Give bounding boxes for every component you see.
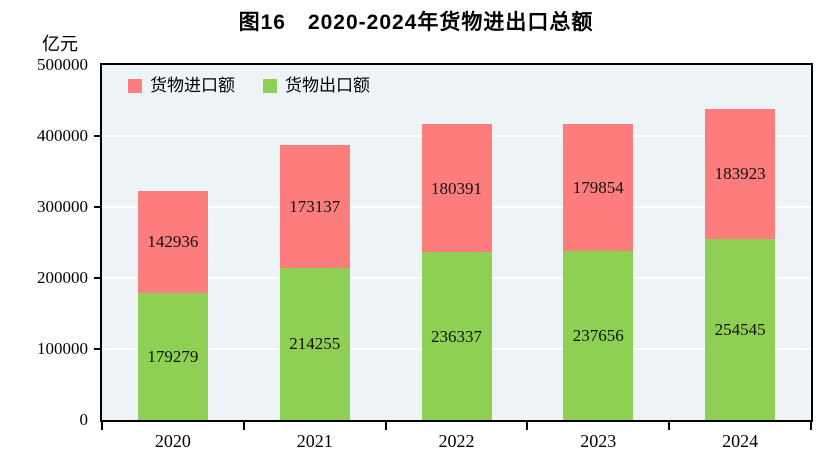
x-axis-label-2020: 2020: [154, 431, 191, 451]
y-tick-mark: [94, 135, 101, 137]
legend-label-import: 货物进口额: [150, 76, 235, 95]
x-axis-label-2023: 2023: [580, 431, 617, 451]
x-tick-mark: [526, 422, 529, 430]
x-tick-mark: [810, 422, 812, 430]
bar-value-label-import: 142936: [147, 232, 199, 252]
y-tick-label: 400000: [37, 126, 88, 145]
bar-2021: 214255 173137: [279, 144, 350, 420]
y-tick-label: 0: [79, 410, 89, 429]
y-tick-mark: [94, 348, 101, 350]
bar-segment-import: 179854: [563, 123, 634, 252]
chart-title: 图16 2020-2024年货物进出口总额: [238, 11, 594, 34]
y-tick-label: 300000: [37, 197, 88, 216]
bar-segment-export: 254545: [705, 239, 776, 420]
y-axis-unit-label: 亿元: [42, 34, 78, 54]
bar-2023: 237656 179854: [563, 123, 634, 420]
x-tick-mark: [242, 422, 245, 430]
bar-segment-import: 180391: [421, 124, 492, 253]
bar-value-label-export: 214255: [289, 334, 341, 354]
y-tick-mark: [94, 206, 101, 208]
x-axis-label-2022: 2022: [438, 431, 475, 451]
legend-item-export: 货物出口额: [263, 77, 370, 94]
bar-value-label-import: 179854: [572, 177, 624, 197]
legend: 货物进口额 货物出口额: [128, 77, 370, 94]
plot-area: 货物进口额 货物出口额 179279 142936 214255 173137 2363…: [100, 63, 813, 422]
bar-segment-export: 179279: [137, 292, 208, 420]
bar-2024: 254545 183923: [705, 108, 776, 420]
bar-segment-export: 214255: [279, 267, 350, 420]
bar-value-label-import: 183923: [714, 164, 766, 184]
bar-value-label-export: 236337: [431, 326, 482, 346]
legend-label-export: 货物出口额: [285, 76, 370, 95]
bar-value-label-import: 173137: [289, 196, 341, 216]
legend-item-import: 货物进口额: [128, 77, 235, 94]
x-axis-label-2024: 2024: [722, 431, 759, 451]
legend-swatch-export-icon: [263, 78, 277, 93]
x-tick-mark: [101, 422, 103, 430]
bar-value-label-import: 180391: [431, 178, 482, 198]
bar-segment-import: 183923: [705, 108, 776, 240]
bar-2022: 236337 180391: [421, 124, 492, 420]
bar-segment-export: 237656: [563, 251, 634, 420]
bar-segment-import: 142936: [137, 191, 208, 293]
legend-swatch-import-icon: [128, 78, 142, 93]
x-tick-mark: [668, 422, 671, 430]
bar-segment-import: 173137: [279, 144, 350, 268]
y-tick-mark: [94, 277, 101, 279]
bar-value-label-export: 179279: [147, 346, 199, 366]
bar-value-label-export: 237656: [572, 326, 624, 346]
x-tick-mark: [384, 422, 387, 430]
bar-segment-export: 236337: [421, 252, 492, 420]
bar-2020: 179279 142936: [137, 191, 208, 420]
y-tick-label: 100000: [37, 339, 88, 358]
y-tick-label: 200000: [37, 268, 88, 287]
bar-value-label-export: 254545: [714, 320, 766, 340]
y-tick-label: 500000: [37, 55, 88, 74]
x-axis-label-2021: 2021: [296, 431, 333, 451]
